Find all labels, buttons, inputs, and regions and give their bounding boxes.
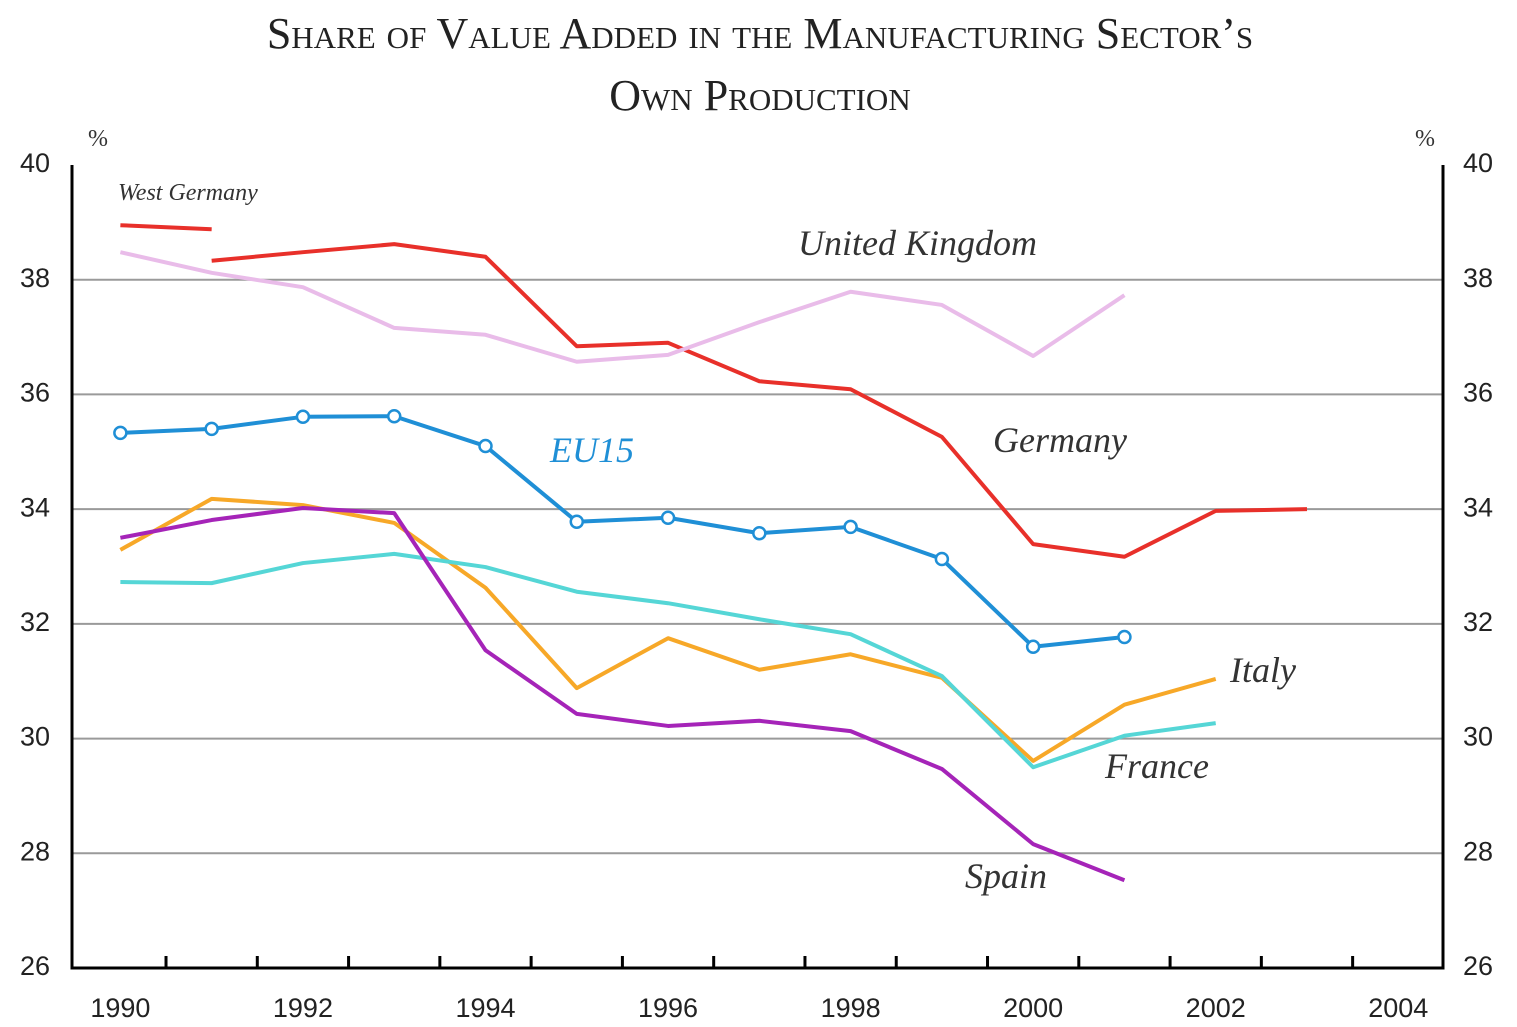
y2-tick-label: 32 — [1463, 607, 1493, 637]
marker — [934, 551, 950, 567]
x-tick-label: 1992 — [273, 993, 333, 1023]
series-line — [119, 250, 1126, 364]
marker — [752, 525, 767, 541]
x-tick-label: 2004 — [1368, 993, 1428, 1023]
series-line — [211, 242, 1308, 559]
x-tick-label: 1990 — [90, 993, 150, 1023]
y2-axis-label: % — [1415, 126, 1435, 152]
chart-title: Share of Value Added in the Manufacturin… — [267, 9, 1253, 58]
y-tick-label: 28 — [20, 836, 50, 866]
series-label: Germany — [993, 420, 1127, 460]
y-tick-label: 34 — [20, 492, 50, 522]
series-line — [119, 496, 1217, 763]
y2-tick-label: 34 — [1463, 492, 1493, 522]
y2-tick-label: 26 — [1463, 951, 1493, 981]
series-label: France — [1104, 746, 1209, 786]
chart-title: Own Production — [609, 71, 910, 120]
x-tick-label: 1994 — [455, 993, 515, 1023]
series-label: Italy — [1229, 650, 1296, 690]
x-tick-label: 2000 — [1003, 993, 1063, 1023]
series-line — [120, 551, 1216, 770]
y-tick-label: 40 — [20, 148, 50, 178]
y2-tick-label: 40 — [1463, 148, 1493, 178]
y2-tick-label: 28 — [1463, 836, 1493, 866]
y-axis-label: % — [88, 126, 108, 152]
x-tick-label: 1996 — [638, 993, 698, 1023]
marker — [113, 425, 128, 441]
y-tick-label: 30 — [20, 722, 50, 752]
marker — [1117, 629, 1132, 645]
x-tick-label: 1998 — [821, 993, 881, 1023]
series-label: EU15 — [549, 430, 634, 470]
series-label: United Kingdom — [798, 223, 1037, 263]
marker — [295, 409, 311, 425]
y-tick-label: 36 — [20, 378, 50, 408]
y2-tick-label: 30 — [1463, 722, 1493, 752]
y-tick-label: 26 — [20, 951, 50, 981]
marker — [386, 408, 402, 424]
y-tick-label: 32 — [20, 607, 50, 637]
marker — [1025, 639, 1041, 655]
series-line — [120, 223, 212, 232]
x-tick-label: 2002 — [1186, 993, 1246, 1023]
axis-frame — [70, 165, 1445, 970]
y2-tick-label: 36 — [1463, 378, 1493, 408]
series-line — [120, 414, 1125, 649]
series-line — [119, 505, 1126, 883]
marker — [204, 421, 219, 437]
marker — [843, 519, 858, 535]
marker — [478, 438, 493, 454]
marker — [660, 510, 676, 525]
marker — [569, 514, 585, 530]
y2-tick-label: 38 — [1463, 263, 1493, 293]
y-tick-label: 38 — [20, 263, 50, 293]
series-label: Spain — [965, 856, 1047, 896]
series-label: West Germany — [118, 180, 258, 206]
